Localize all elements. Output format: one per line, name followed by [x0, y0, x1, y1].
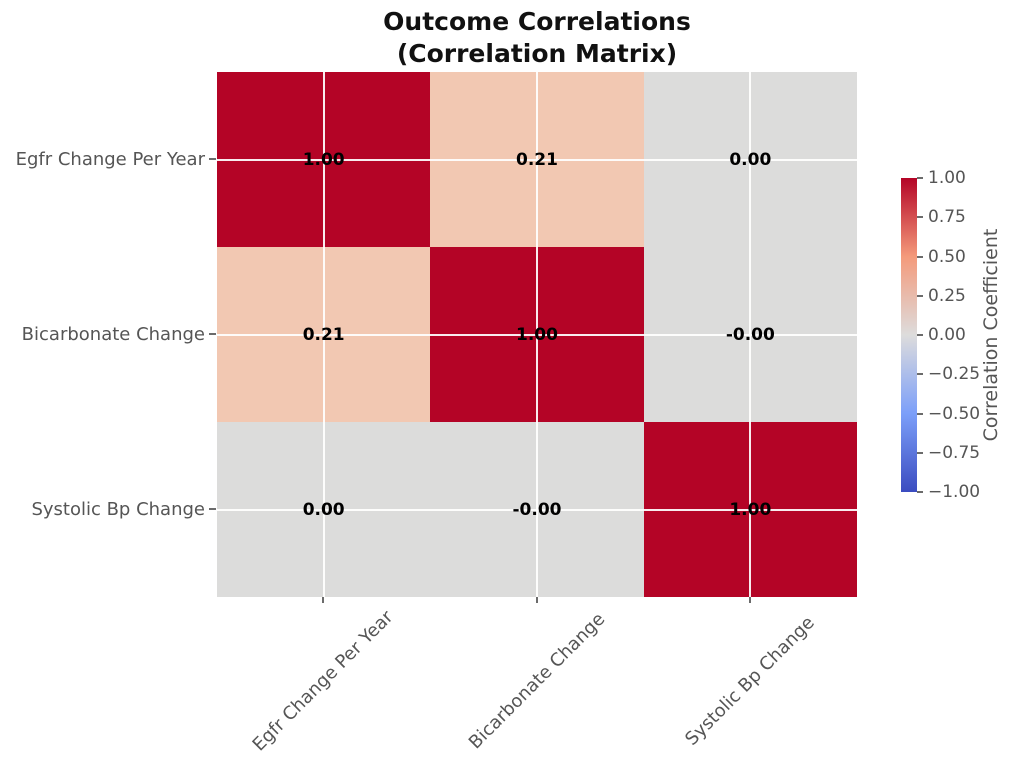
- colorbar-tick-label: 1.00: [928, 168, 966, 188]
- colorbar-tick-mark: [917, 334, 923, 336]
- colorbar-tick-label: 0.50: [928, 246, 966, 267]
- gridline-horizontal: [217, 158, 857, 161]
- cell-value: 0.00: [729, 149, 772, 170]
- y-axis-label-row3: Systolic Bp Change: [31, 499, 205, 520]
- colorbar-tick-label: 0.75: [928, 207, 966, 228]
- gridline-horizontal: [217, 508, 857, 511]
- cell-value: 0.21: [516, 149, 558, 170]
- y-tick-mark: [209, 508, 216, 510]
- colorbar-tick-mark: [917, 216, 923, 219]
- x-tick-mark: [536, 597, 538, 603]
- colorbar-tick-label: 0.25: [928, 285, 966, 306]
- colorbar-tick-label: −0.50: [928, 403, 981, 424]
- chart-title-line1: Outcome Correlations: [383, 7, 691, 36]
- cell-value: 1.00: [516, 324, 558, 345]
- y-tick-mark: [209, 158, 216, 160]
- chart-title-line2: (Correlation Matrix): [396, 39, 678, 68]
- colorbar-tick-label: −0.75: [928, 442, 981, 463]
- cell-value: 1.00: [302, 149, 345, 170]
- cell-value: 0.21: [302, 324, 345, 345]
- heatmap: 1.00 0.21 0.00 0.21 1.00 -0.00 0.00 -0.0…: [217, 72, 857, 597]
- x-tick-mark: [749, 597, 751, 603]
- y-axis-label-row2: Bicarbonate Change: [21, 324, 205, 345]
- colorbar-tick-mark: [917, 177, 923, 179]
- cell-value: -0.00: [725, 324, 775, 345]
- x-axis-label-col2: Bicarbonate Change: [464, 608, 610, 754]
- cell-value: 1.00: [729, 499, 772, 520]
- colorbar-tick-mark: [917, 491, 923, 493]
- colorbar-tick-label: 0.00: [928, 325, 966, 345]
- colorbar-tick-mark: [917, 451, 923, 454]
- colorbar-axis-label: Correlation Coefficient: [980, 228, 1002, 442]
- colorbar-tick-mark: [917, 294, 923, 297]
- colorbar-tick-label: −0.25: [928, 364, 981, 385]
- gridline-horizontal: [217, 333, 857, 336]
- chart-title: Outcome Correlations (Correlation Matrix…: [217, 6, 857, 70]
- colorbar-tick-mark: [917, 373, 923, 376]
- cell-value: -0.00: [512, 499, 562, 520]
- y-tick-mark: [209, 333, 216, 335]
- x-axis-label-col1: Egfr Change Per Year: [248, 606, 398, 756]
- cell-value: 0.00: [302, 499, 345, 520]
- colorbar: [901, 178, 917, 492]
- y-axis-label-row1: Egfr Change Per Year: [15, 149, 205, 170]
- colorbar-tick-mark: [917, 255, 923, 258]
- x-axis-label-col3: Systolic Bp Change: [681, 612, 819, 750]
- x-tick-mark: [322, 597, 324, 603]
- colorbar-tick-label: −1.00: [928, 482, 981, 502]
- colorbar-tick-mark: [917, 412, 923, 415]
